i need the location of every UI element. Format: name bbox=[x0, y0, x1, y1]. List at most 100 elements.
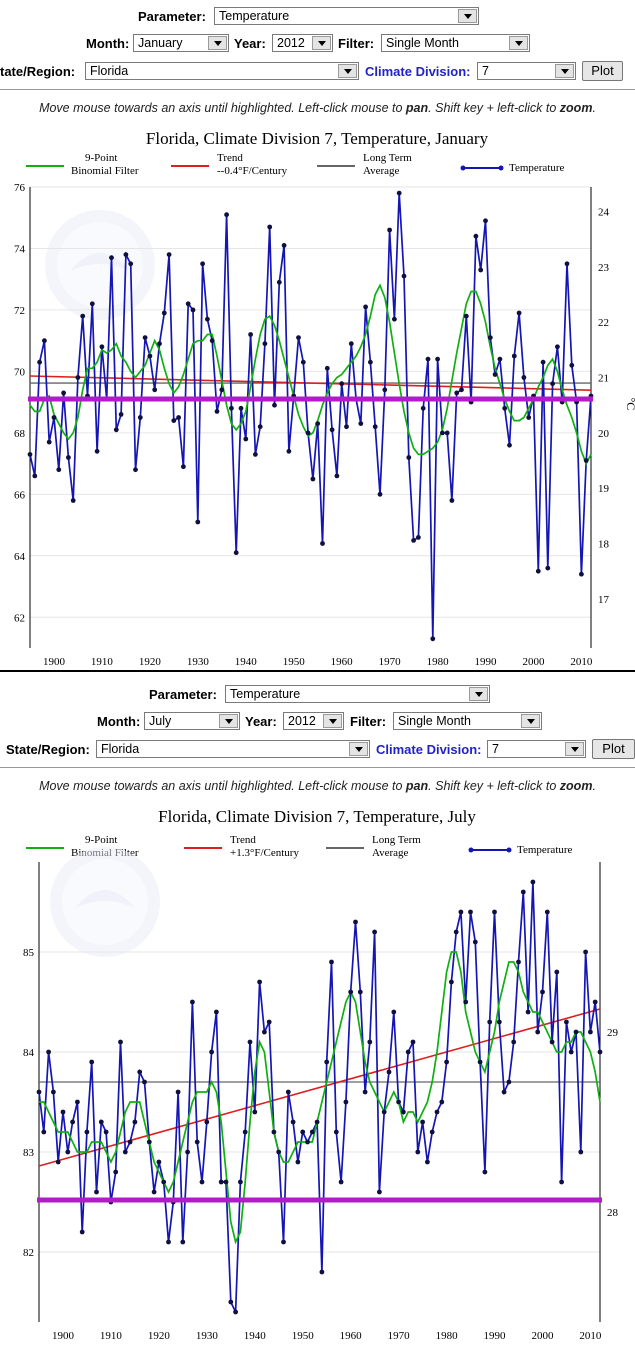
parameter-value: Temperature bbox=[230, 687, 301, 701]
plot-button[interactable]: Plot bbox=[592, 739, 635, 759]
parameter-select[interactable]: Temperature bbox=[214, 7, 479, 25]
parameter-label: Parameter: bbox=[138, 9, 206, 24]
temperature-point bbox=[36, 1089, 42, 1095]
temperature-point bbox=[453, 929, 459, 935]
temperature-point bbox=[305, 430, 311, 436]
temperature-point bbox=[204, 1119, 210, 1125]
dropdown-arrow-icon[interactable] bbox=[509, 36, 528, 50]
division-select[interactable]: 7 bbox=[487, 740, 586, 758]
temperature-point bbox=[463, 999, 469, 1005]
temperature-point bbox=[118, 412, 124, 417]
temperature-point bbox=[362, 1089, 368, 1095]
temperature-chart-january[interactable]: Florida, Climate Division 7, Temperature… bbox=[0, 125, 635, 670]
dropdown-arrow-icon[interactable] bbox=[349, 742, 368, 756]
temperature-point bbox=[267, 224, 273, 230]
temperature-point bbox=[454, 390, 460, 396]
state-label: State/Region: bbox=[6, 742, 90, 757]
temperature-point bbox=[511, 353, 517, 359]
legend-temperature-marker bbox=[506, 847, 512, 853]
y-tick-label: 64 bbox=[14, 551, 26, 563]
temperature-chart-july[interactable]: Florida, Climate Division 7, Temperature… bbox=[0, 802, 635, 1352]
temperature-point bbox=[185, 301, 191, 307]
temperature-point bbox=[459, 387, 464, 393]
x-tick-label: 1920 bbox=[148, 1330, 171, 1342]
dropdown-arrow-icon[interactable] bbox=[469, 687, 488, 701]
instructions: Move mouse towards an axis until highlig… bbox=[0, 779, 635, 793]
temperature-point bbox=[281, 1239, 286, 1245]
temperature-point bbox=[152, 387, 158, 393]
region-row: State/Region: Florida Climate Division: … bbox=[0, 739, 635, 760]
temperature-point bbox=[319, 1269, 325, 1275]
legend-filter-label: 9-Point bbox=[85, 834, 117, 846]
temperature-point bbox=[550, 381, 555, 387]
temperature-point bbox=[324, 1059, 330, 1065]
month-select[interactable]: July bbox=[144, 712, 240, 730]
parameter-select[interactable]: Temperature bbox=[225, 685, 490, 703]
temperature-point bbox=[502, 405, 508, 411]
state-select[interactable]: Florida bbox=[85, 62, 359, 80]
filter-select[interactable]: Single Month bbox=[381, 34, 530, 52]
temperature-point bbox=[224, 212, 230, 218]
legend-average-label: Long Term bbox=[363, 152, 412, 164]
plot-button[interactable]: Plot bbox=[582, 61, 623, 81]
y-tick-label: 85 bbox=[23, 947, 35, 959]
temperature-point bbox=[89, 301, 95, 307]
temperature-point bbox=[544, 909, 550, 915]
temperature-point bbox=[285, 1089, 291, 1095]
temperature-point bbox=[181, 464, 186, 470]
dropdown-arrow-icon[interactable] bbox=[521, 714, 540, 728]
temperature-point bbox=[113, 1169, 119, 1175]
temperature-point bbox=[583, 949, 588, 955]
temperature-point bbox=[238, 405, 244, 411]
dropdown-arrow-icon[interactable] bbox=[555, 64, 574, 78]
y-tick-label: 68 bbox=[14, 428, 26, 440]
temperature-point bbox=[156, 1159, 162, 1165]
temperature-point bbox=[344, 424, 349, 430]
temperature-point bbox=[526, 415, 532, 420]
temperature-point bbox=[137, 415, 143, 420]
dropdown-arrow-icon[interactable] bbox=[565, 742, 584, 756]
temperature-point bbox=[209, 338, 215, 344]
temperature-point bbox=[99, 344, 105, 350]
y-tick-label: 70 bbox=[14, 366, 26, 378]
year-select[interactable]: 2012 bbox=[283, 712, 344, 730]
temperature-point bbox=[549, 1039, 555, 1045]
dropdown-arrow-icon[interactable] bbox=[219, 714, 238, 728]
state-select[interactable]: Florida bbox=[96, 740, 370, 758]
dropdown-arrow-icon[interactable] bbox=[312, 36, 331, 50]
month-select[interactable]: January bbox=[133, 34, 229, 52]
y2-unit-label: °C bbox=[624, 398, 635, 411]
temperature-point bbox=[243, 436, 249, 442]
temperature-point bbox=[487, 1019, 493, 1025]
temperature-point bbox=[468, 909, 473, 915]
temperature-point bbox=[171, 418, 177, 423]
instructions: Move mouse towards an axis until highlig… bbox=[0, 101, 635, 115]
x-tick-label: 1910 bbox=[91, 656, 114, 668]
y-tick-label: 66 bbox=[14, 489, 26, 501]
temperature-point bbox=[425, 356, 431, 362]
filter-select[interactable]: Single Month bbox=[393, 712, 542, 730]
dropdown-arrow-icon[interactable] bbox=[338, 64, 357, 78]
temperature-point bbox=[520, 889, 526, 895]
division-select[interactable]: 7 bbox=[477, 62, 576, 80]
temperature-point bbox=[415, 1149, 421, 1155]
year-select[interactable]: 2012 bbox=[272, 34, 333, 52]
legend-trend-label: Trend bbox=[217, 152, 243, 164]
temperature-point bbox=[142, 1079, 147, 1085]
temperature-point bbox=[103, 1129, 109, 1135]
temperature-point bbox=[252, 1109, 258, 1115]
x-tick-label: 1940 bbox=[235, 656, 258, 668]
temperature-point bbox=[229, 405, 234, 411]
dropdown-arrow-icon[interactable] bbox=[458, 9, 477, 23]
noaa-logo-bird bbox=[75, 890, 135, 908]
y-tick-label: 74 bbox=[14, 243, 26, 255]
temperature-point bbox=[492, 372, 498, 377]
dropdown-arrow-icon[interactable] bbox=[323, 714, 342, 728]
temperature-point bbox=[516, 959, 521, 965]
temperature-point bbox=[357, 989, 363, 995]
dropdown-arrow-icon[interactable] bbox=[208, 36, 227, 50]
temperature-point bbox=[511, 1039, 517, 1045]
trend-line bbox=[29, 375, 592, 391]
x-tick-label: 1930 bbox=[196, 1330, 219, 1342]
x-tick-label: 2000 bbox=[531, 1330, 554, 1342]
